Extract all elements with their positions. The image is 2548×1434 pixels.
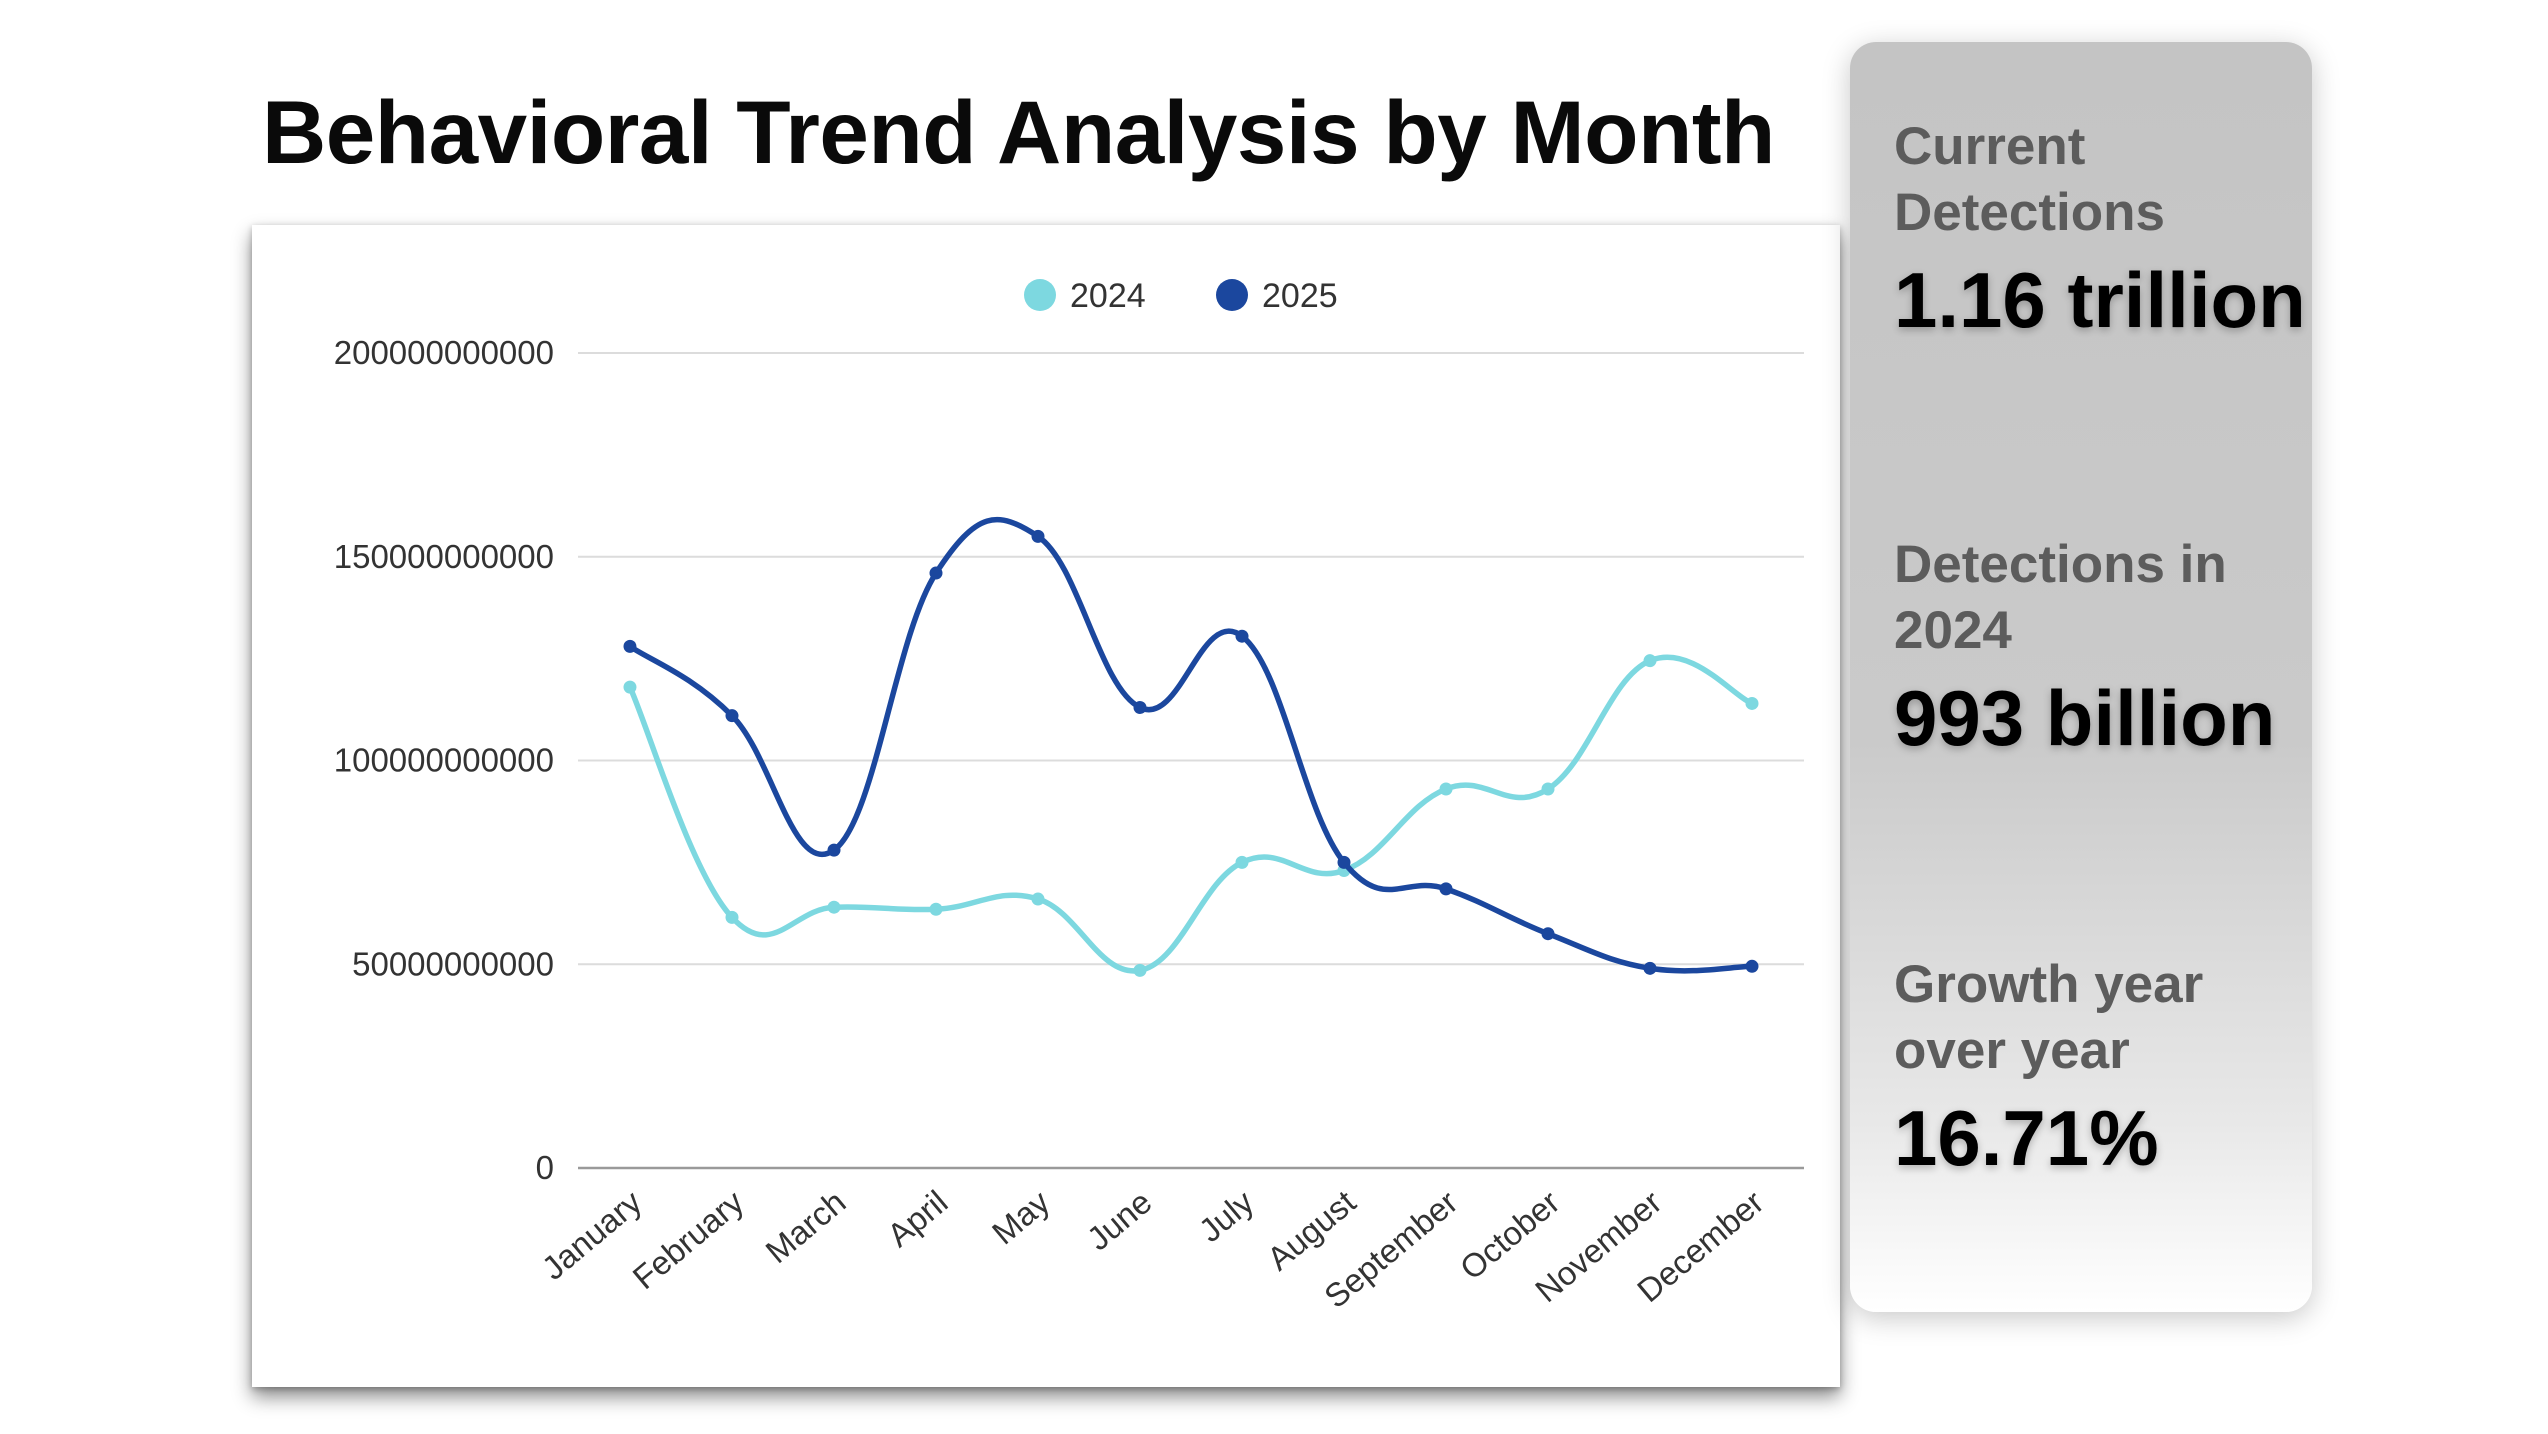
data-point-2024 (1235, 855, 1249, 869)
data-point-2025 (1643, 961, 1657, 975)
data-point-2025 (1439, 882, 1453, 896)
legend-label-2025: 2025 (1262, 277, 1338, 315)
series-lines (623, 516, 1759, 977)
y-axis-ticks: 0 50000000000 100000000000 150000000000 2000… (334, 334, 554, 1186)
data-point-2025 (1337, 855, 1351, 869)
line-chart: 0 50000000000 100000000000 150000000000 2000… (334, 277, 1804, 1315)
legend-label-2024: 2024 (1070, 277, 1146, 315)
data-point-2025 (623, 639, 637, 653)
stats-sidebar: Current Detections 1.16 trillion Detecti… (1850, 42, 2312, 1312)
series-2025 (623, 516, 1759, 975)
data-point-2025 (1133, 701, 1147, 715)
stat-label: Detections in 2024 (1894, 535, 2227, 660)
data-point-2025 (1235, 629, 1249, 643)
stat-current-detections: Current Detections 1.16 trillion (1894, 114, 2314, 346)
stat-detections-2024: Detections in 2024 993 billion (1894, 532, 2314, 764)
data-point-2024 (1031, 892, 1045, 906)
x-tick-label: April (880, 1183, 954, 1254)
data-point-2024 (725, 910, 739, 924)
stat-label: Current Detections (1894, 117, 2165, 242)
y-tick-label: 0 (536, 1149, 554, 1186)
data-point-2024 (827, 900, 841, 914)
stat-value: 1.16 trillion (1894, 256, 2306, 344)
series-line-2025 (627, 516, 1755, 974)
stat-growth-yoy: Growth year over year 16.71% (1894, 952, 2314, 1184)
data-point-2025 (1745, 959, 1759, 973)
data-point-2025 (1031, 529, 1045, 543)
chart-card: 0 50000000000 100000000000 150000000000 2000… (252, 225, 1840, 1387)
y-tick-label: 150000000000 (334, 538, 554, 575)
data-point-2025 (1541, 927, 1555, 941)
x-tick-label: June (1080, 1183, 1159, 1257)
stat-value: 993 billion (1894, 674, 2276, 762)
page-title: Behavioral Trend Analysis by Month (262, 82, 1775, 182)
data-point-2024 (929, 902, 943, 916)
data-point-2024 (1541, 782, 1555, 796)
y-tick-label: 100000000000 (334, 742, 554, 779)
data-point-2024 (1133, 963, 1147, 977)
data-point-2025 (725, 709, 739, 723)
stat-value: 16.71% (1894, 1094, 2159, 1182)
x-tick-label: February (626, 1183, 751, 1297)
series-2024 (623, 654, 1759, 977)
data-point-2025 (827, 843, 841, 857)
data-point-2024 (1745, 696, 1759, 710)
x-tick-label: March (758, 1183, 852, 1270)
chart-legend: 2024 2025 (1024, 277, 1338, 315)
legend-marker-2025 (1216, 279, 1248, 311)
data-point-2025 (929, 566, 943, 580)
series-line-2024 (627, 654, 1755, 974)
legend-marker-2024 (1024, 279, 1056, 311)
y-tick-label: 200000000000 (334, 334, 554, 371)
gridlines (578, 352, 1804, 1170)
data-point-2024 (623, 680, 637, 694)
y-tick-label: 50000000000 (352, 945, 554, 982)
stat-label: Growth year over year (1894, 955, 2204, 1080)
data-point-2024 (1643, 654, 1657, 668)
x-tick-label: May (985, 1183, 1057, 1252)
x-tick-label: July (1192, 1183, 1261, 1249)
data-point-2024 (1439, 782, 1453, 796)
